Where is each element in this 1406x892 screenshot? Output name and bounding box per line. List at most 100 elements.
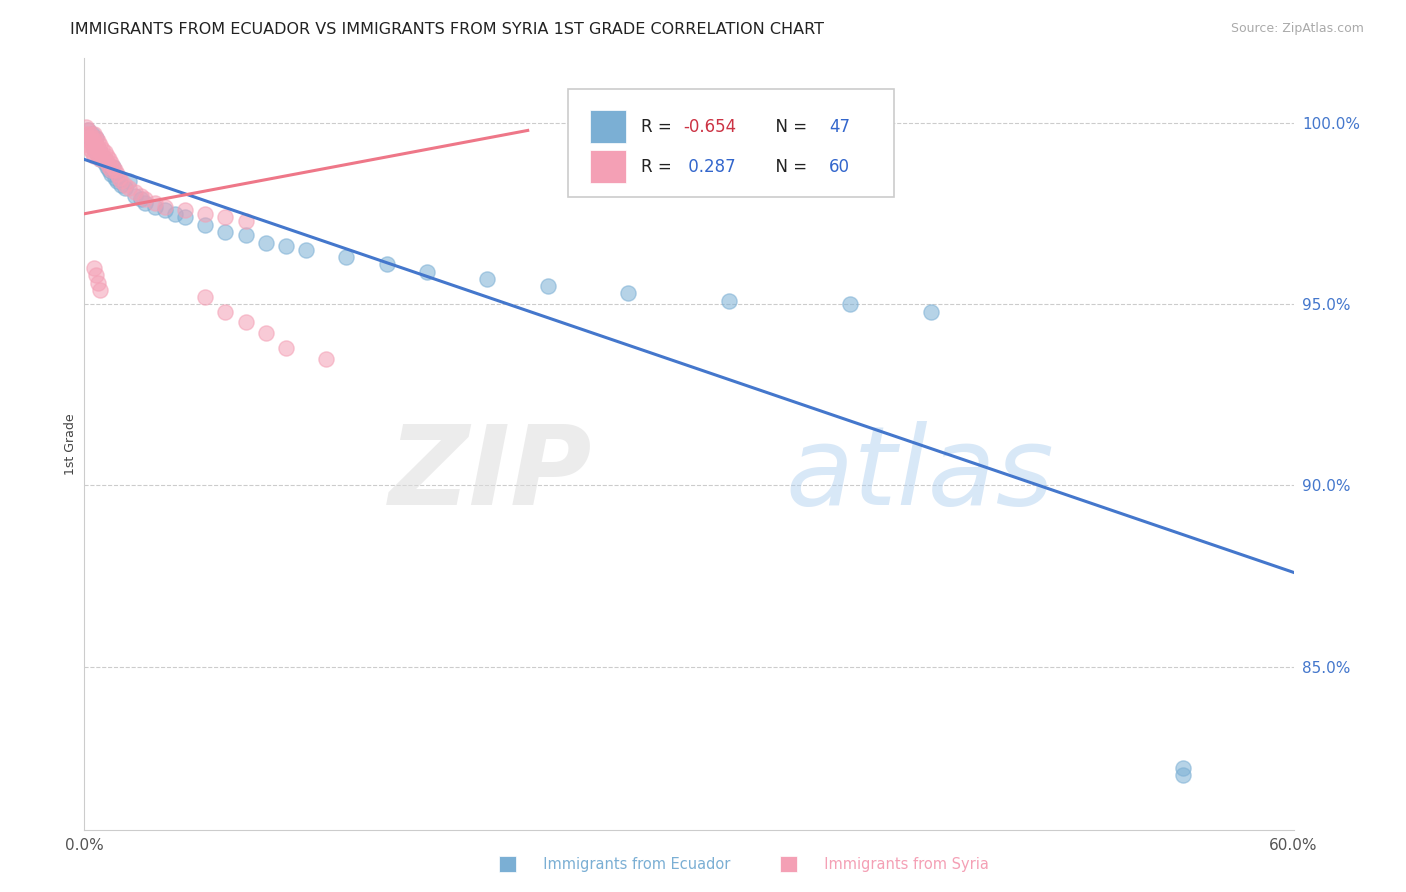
Point [114,181,136,195]
Text: atlas: atlas [786,421,1054,528]
FancyBboxPatch shape [568,89,894,197]
Point [89,145,111,160]
Point [134,192,156,206]
Point [254,235,277,250]
Point [129,192,152,206]
Point [129,188,152,202]
Point [114,178,136,192]
Point [87,149,110,163]
Text: IMMIGRANTS FROM ECUADOR VS IMMIGRANTS FROM SYRIA 1ST GRADE CORRELATION CHART: IMMIGRANTS FROM ECUADOR VS IMMIGRANTS FR… [70,22,824,37]
Point [89,137,111,152]
Point [86,137,108,152]
Point [214,304,236,318]
Point [87,149,110,163]
Text: -0.654: -0.654 [683,118,735,136]
Text: R =: R = [641,118,676,136]
Point [83,134,105,148]
Point [194,290,217,304]
Point [93,145,115,160]
Point [86,130,108,145]
Text: N =: N = [765,118,813,136]
Point [91,149,114,163]
Point [254,326,277,341]
Text: Source: ZipAtlas.com: Source: ZipAtlas.com [1230,22,1364,36]
Point [174,203,197,218]
Point [97,163,120,178]
Point [89,153,111,167]
Point [82,127,104,141]
Point [617,286,640,301]
Point [839,297,862,311]
Point [77,123,100,137]
Point [104,163,127,178]
Point [153,200,176,214]
Point [537,279,560,293]
Point [143,195,166,210]
Point [134,195,156,210]
Point [110,174,132,188]
Point [124,185,146,199]
Text: 0.287: 0.287 [683,158,735,176]
Point [194,207,217,221]
Point [79,142,101,156]
Point [107,170,129,185]
Point [100,156,122,170]
Point [315,351,337,366]
Point [82,137,104,152]
Point [91,142,114,156]
Point [96,160,118,174]
Point [93,156,115,170]
Point [101,160,124,174]
Point [118,181,141,195]
Point [214,225,236,239]
Point [104,170,127,185]
Point [96,149,118,163]
Point [93,153,115,167]
Point [83,142,105,156]
Point [89,283,111,297]
Point [83,127,105,141]
Point [96,156,118,170]
Point [91,149,114,163]
Point [87,142,110,156]
Point [153,203,176,218]
Point [77,130,100,145]
Point [165,207,187,221]
Point [1171,768,1194,782]
Point [124,188,146,202]
Point [274,341,297,355]
Point [83,142,105,156]
Point [375,257,398,271]
Text: N =: N = [765,158,813,176]
Point [77,123,100,137]
Point [105,174,128,188]
Point [295,243,318,257]
Bar [589,111,626,143]
Point [79,130,101,145]
Point [100,163,122,178]
Point [235,228,257,243]
Text: Immigrants from Syria: Immigrants from Syria [815,857,990,872]
Point [86,130,108,145]
Point [235,315,257,329]
Point [97,160,120,174]
Point [477,272,499,286]
Point [82,145,104,160]
Point [87,142,110,156]
Point [83,149,105,163]
Point [87,276,110,290]
Bar [589,151,626,183]
Point [86,268,108,283]
Point [93,153,115,167]
Point [143,200,166,214]
Point [235,214,257,228]
Point [83,134,105,148]
Point [82,130,104,145]
Point [214,211,236,225]
Point [77,137,100,152]
Y-axis label: 1st Grade: 1st Grade [65,413,77,475]
Text: 60: 60 [830,158,851,176]
Point [79,134,101,148]
Point [416,265,439,279]
Text: ZIP: ZIP [388,421,592,528]
